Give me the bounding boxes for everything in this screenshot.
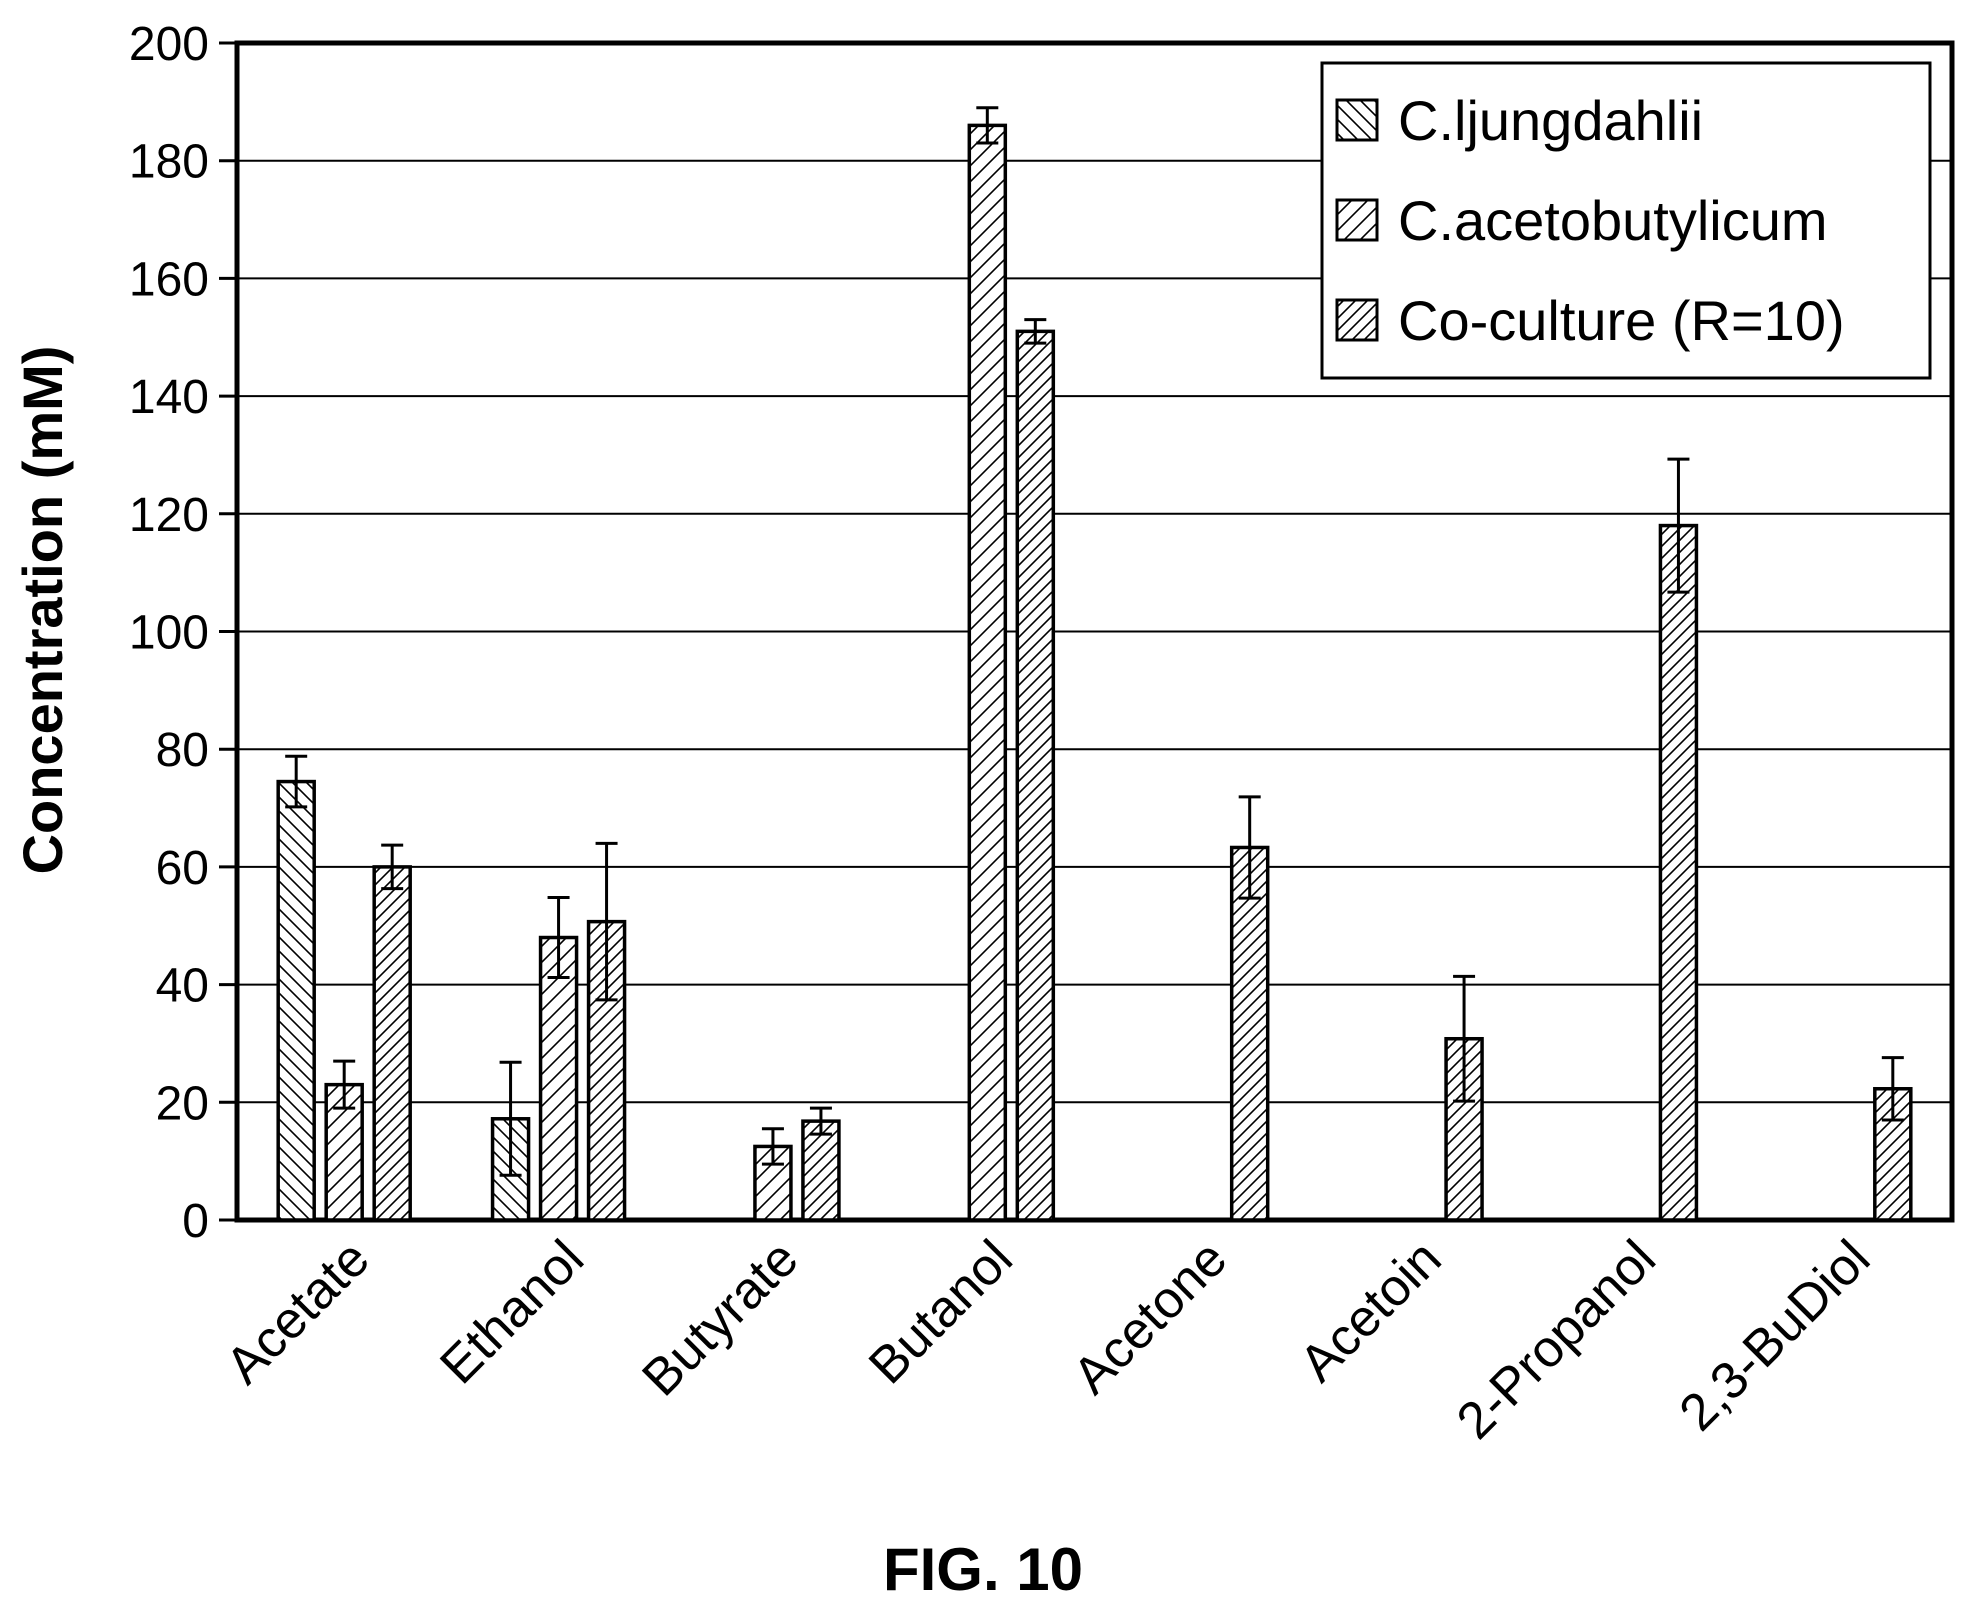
bar-co-culture-r-10--butyrate [801,1119,841,1222]
y-tick-label: 40 [156,960,209,1013]
error-bar [1667,457,1690,594]
x-category-label: Butyrate [631,1229,809,1407]
legend-label: Co-culture (R=10) [1398,289,1845,352]
x-category-label: 2,3-BuDiol [1669,1229,1882,1442]
category-labels: Acetate Ethanol Butyrate Butanol Acetone Acet… [215,1229,1881,1450]
axes [219,40,1955,1223]
plot-frame [234,40,1955,1223]
y-tick-label: 180 [129,136,209,189]
x-category-label: 2-Propanol [1446,1229,1667,1450]
bar-c-ljungdahlii-acetate [276,779,316,1222]
figure-label: FIG. 10 [883,1536,1083,1603]
y-tick-label: 120 [129,489,209,542]
y-tick-label: 100 [129,607,209,660]
error-bar [285,754,308,809]
x-category-label: Butanol [858,1229,1024,1395]
legend-swatch [1335,98,1379,142]
bar-co-culture-r-10--acetate [372,865,412,1222]
legend-box [1320,61,1932,380]
y-tick-label: 80 [156,724,209,777]
y-tick-label: 0 [182,1195,209,1248]
bars [276,123,1913,1222]
error-bars [285,106,1904,1177]
bar-c-acetobutylicum-butanol [967,123,1008,1222]
x-category-label: Acetate [215,1229,381,1395]
y-tick-labels: 0 20 40 60 80 100 120 140 160 180 200 [129,18,209,1248]
x-category-label: Acetone [1062,1229,1238,1405]
legend-label: C.acetobutylicum [1398,189,1828,252]
y-tick-label: 60 [156,842,209,895]
bar-co-culture-r-10--acetone [1229,845,1270,1222]
error-bar [1238,795,1261,900]
x-category-label: Acetoin [1289,1229,1453,1393]
bar-c-acetobutylicum-ethanol [538,935,579,1222]
error-bar [761,1127,784,1166]
y-tick-label: 200 [129,18,209,71]
bar-co-culture-r-10--2-propanol [1658,523,1699,1222]
y-tick-label: 160 [129,253,209,306]
error-bar [1453,974,1476,1103]
error-bar [499,1060,522,1177]
y-tick-label: 20 [156,1077,209,1130]
legend-label: C.ljungdahlii [1398,89,1703,152]
legend-swatch [1335,198,1379,242]
y-tick-label: 140 [129,371,209,424]
error-bar [333,1059,356,1110]
y-axis-label: Concentration (mM) [11,346,74,875]
error-bar [809,1106,832,1136]
error-bar [1881,1056,1904,1122]
error-bar [547,896,570,980]
error-bar [1024,318,1047,345]
bar-co-culture-r-10--butanol [1015,329,1056,1222]
legend: C.ljungdahlii C.acetobutylicum Co-culture … [1320,61,1932,380]
error-bar [595,841,618,1002]
error-bar [381,843,404,891]
x-category-label: Ethanol [429,1229,595,1395]
error-bar [976,106,999,145]
legend-swatch [1335,298,1379,342]
